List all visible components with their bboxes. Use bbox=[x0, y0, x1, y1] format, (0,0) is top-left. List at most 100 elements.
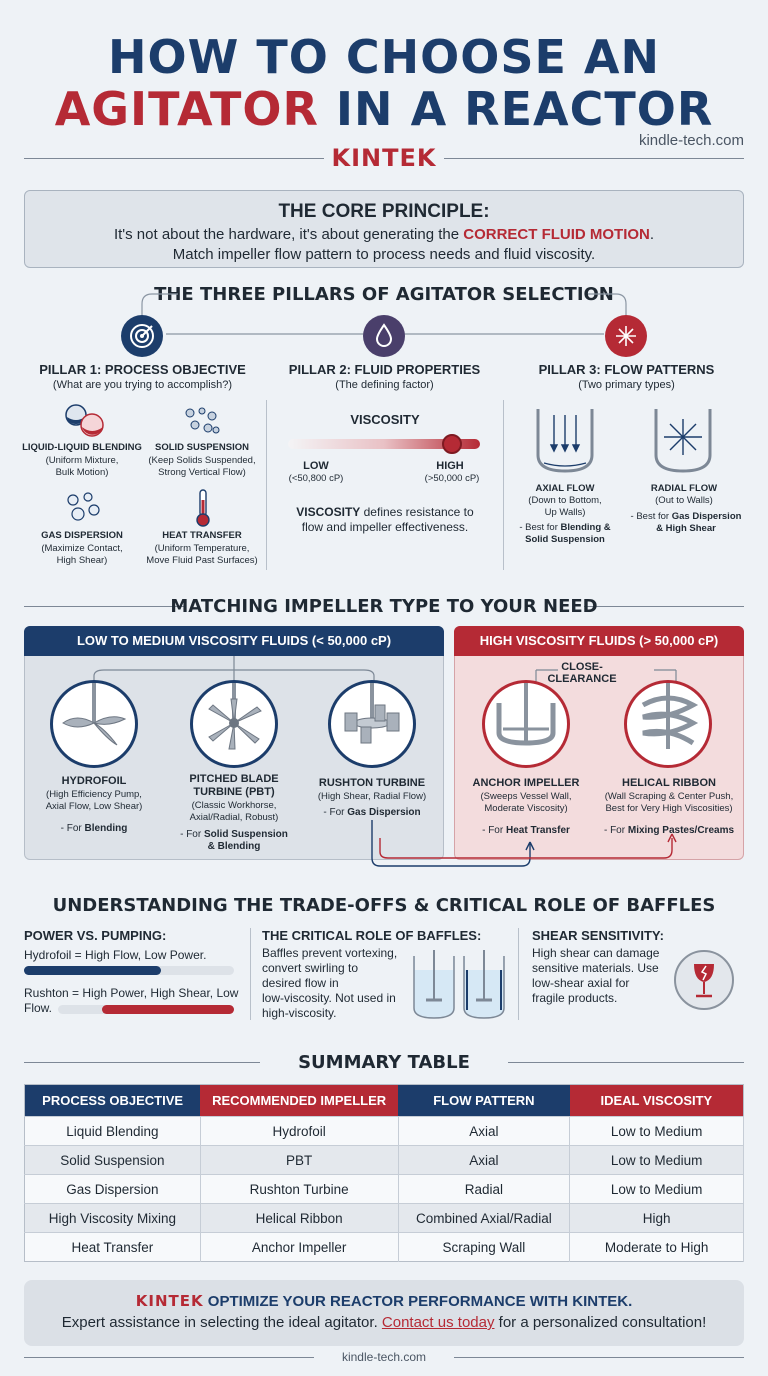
objective-heat-text: Move Fluid Past Surfaces) bbox=[146, 555, 258, 566]
radial-best-2: & High Shear bbox=[656, 523, 716, 534]
viscosity-label: VISCOSITY bbox=[350, 412, 420, 427]
table-row: Heat Transfer Anchor Impeller Scraping Wal… bbox=[24, 1232, 744, 1262]
table-header-objective: PROCESS OBJECTIVE bbox=[24, 1084, 201, 1117]
axial-best-bold: Blending & bbox=[560, 522, 611, 533]
axial-best-pre: - Best for bbox=[519, 522, 561, 533]
hydrofoil-desc: Axial Flow, Low Shear) bbox=[45, 801, 143, 812]
divider bbox=[518, 928, 519, 1020]
title-line-2: AGITATOR IN A REACTOR bbox=[0, 82, 768, 136]
table-cell: Low to Medium bbox=[569, 1145, 744, 1175]
rushton-desc: (High Shear, Radial Flow) bbox=[317, 791, 427, 802]
core-principle-line-1: It's not about the hardware, it's about … bbox=[25, 226, 743, 243]
table-cell: PBT bbox=[200, 1145, 399, 1175]
objective-solids-text: (Keep Solids Suspended, bbox=[148, 455, 256, 466]
blending-icon bbox=[65, 404, 104, 437]
pillar-2-head: PILLAR 2: FLUID PROPERTIES bbox=[288, 362, 481, 377]
divider bbox=[503, 400, 504, 570]
objective-gas-text: (Maximize Contact, bbox=[41, 543, 123, 554]
helical-use: - For Mixing Pastes/Creams bbox=[596, 825, 742, 837]
tradeoffs-title: UNDERSTANDING THE TRADE-OFFS & CRITICAL … bbox=[52, 895, 716, 916]
table-cell: Axial bbox=[398, 1116, 571, 1146]
axial-flow-icon bbox=[536, 409, 594, 473]
hydrofoil-bar-fill bbox=[24, 966, 161, 975]
table-cell: Scraping Wall bbox=[398, 1232, 571, 1262]
divider bbox=[24, 158, 324, 159]
divider bbox=[250, 928, 251, 1020]
objective-solids-text: Strong Vertical Flow) bbox=[158, 467, 246, 478]
pillar-2-sub: (The defining factor) bbox=[335, 379, 434, 391]
contact-link[interactable]: Contact us today bbox=[381, 1314, 495, 1331]
table-cell: High Viscosity Mixing bbox=[24, 1203, 201, 1233]
divider bbox=[24, 1357, 314, 1358]
use-bold: Heat Transfer bbox=[505, 825, 570, 836]
baffles-line: low-viscosity. Not used in bbox=[262, 991, 396, 1005]
helical-ribbon-icon bbox=[624, 680, 712, 768]
helical-name: HELICAL RIBBON bbox=[622, 777, 716, 789]
table-cell: Solid Suspension bbox=[24, 1145, 201, 1175]
objective-solids-head: SOLID SUSPENSION bbox=[155, 442, 249, 453]
viscosity-description: VISCOSITY defines resistance to flow and … bbox=[274, 505, 496, 535]
kintek-logo: KINTEK bbox=[331, 144, 437, 172]
pillar-1-head: PILLAR 1: PROCESS OBJECTIVE bbox=[39, 362, 246, 377]
viscosity-desc-text: flow and impeller effectiveness. bbox=[301, 520, 469, 534]
table-header-impeller: RECOMMENDED IMPELLER bbox=[200, 1084, 398, 1117]
table-cell: Combined Axial/Radial bbox=[398, 1203, 571, 1233]
low-viscosity-head: LOW TO MEDIUM VISCOSITY FLUIDS (< 50,000… bbox=[24, 626, 444, 656]
table-row: Gas Dispersion Rushton Turbine Radial Low t… bbox=[24, 1174, 744, 1204]
target-icon bbox=[121, 315, 163, 357]
core-text-end: . bbox=[649, 226, 655, 243]
use-bold: Gas Dispersion bbox=[347, 807, 421, 818]
helical-desc: Best for Very High Viscosities) bbox=[605, 803, 733, 814]
table-cell: Low to Medium bbox=[569, 1174, 744, 1204]
pbt-name: TURBINE (PBT) bbox=[193, 786, 275, 798]
shear-line: sensitive materials. Use bbox=[532, 961, 659, 975]
viscosity-slider-track bbox=[288, 439, 480, 449]
axial-best-2: Solid Suspension bbox=[525, 534, 605, 545]
radial-best-bold: Gas Dispersion bbox=[671, 511, 742, 522]
table-cell: Radial bbox=[398, 1174, 571, 1204]
table-cell: High bbox=[569, 1203, 744, 1233]
baffles-line: high-viscosity. bbox=[262, 1006, 337, 1020]
bubbles-icon bbox=[67, 492, 100, 521]
use-pre: - For bbox=[60, 823, 85, 834]
viscosity-slider-knob bbox=[442, 434, 462, 454]
axial-flow-text: Up Walls) bbox=[544, 507, 586, 518]
objective-blending-text: (Uniform Mixture, bbox=[45, 455, 119, 466]
title-highlight: AGITATOR bbox=[54, 82, 319, 136]
axial-flow-head: AXIAL FLOW bbox=[535, 483, 595, 494]
divider bbox=[454, 1357, 744, 1358]
anchor-name: ANCHOR IMPELLER bbox=[472, 777, 580, 789]
objective-blending-text: Bulk Motion) bbox=[55, 467, 109, 478]
use-bold: Blending bbox=[84, 823, 128, 834]
use-bold: Mixing Pastes/Creams bbox=[627, 825, 735, 836]
viscosity-high-sub: (>50,000 cP) bbox=[424, 473, 480, 484]
pillars-title: THE THREE PILLARS OF AGITATOR SELECTION bbox=[154, 284, 614, 305]
use-bold: Solid Suspension bbox=[203, 829, 288, 840]
shear-line: low-shear axial for bbox=[532, 976, 630, 990]
droplet-icon bbox=[363, 315, 405, 357]
objective-gas-text: High Shear) bbox=[56, 555, 108, 566]
solids-icon bbox=[185, 407, 220, 434]
pbt-desc: Axial/Radial, Robust) bbox=[189, 812, 279, 823]
shear-line: fragile products. bbox=[532, 991, 618, 1005]
cta-headline: OPTIMIZE YOUR REACTOR PERFORMANCE WITH K… bbox=[203, 1293, 633, 1310]
radial-best: - Best for Gas Dispersion bbox=[626, 511, 746, 523]
use-pre: - For bbox=[180, 829, 204, 840]
thermometer-icon bbox=[196, 489, 210, 527]
pitched-blade-icon bbox=[190, 680, 278, 768]
pbt-desc: (Classic Workhorse, bbox=[191, 800, 277, 811]
site-url-bottom[interactable]: kindle-tech.com bbox=[341, 1350, 427, 1364]
shear-line: High shear can damage bbox=[532, 946, 660, 960]
fragile-glass-icon bbox=[674, 950, 734, 1010]
site-url-top[interactable]: kindle-tech.com bbox=[638, 132, 744, 149]
objective-blending-head: LIQUID-LIQUID BLENDING bbox=[22, 442, 142, 453]
divider bbox=[24, 1062, 260, 1063]
table-cell: Anchor Impeller bbox=[200, 1232, 399, 1262]
rushton-bar-fill bbox=[102, 1005, 234, 1014]
objective-heat-head: HEAT TRANSFER bbox=[162, 530, 242, 541]
cta-box: KINTEK OPTIMIZE YOUR REACTOR PERFORMANCE… bbox=[24, 1280, 744, 1346]
hydrofoil-use: - For Blending bbox=[30, 823, 158, 835]
rushton-tradeoff-2: Flow. bbox=[24, 1001, 53, 1015]
cta-text: Expert assistance in selecting the ideal… bbox=[61, 1314, 382, 1331]
title-line-1: HOW TO CHOOSE AN bbox=[108, 30, 660, 84]
